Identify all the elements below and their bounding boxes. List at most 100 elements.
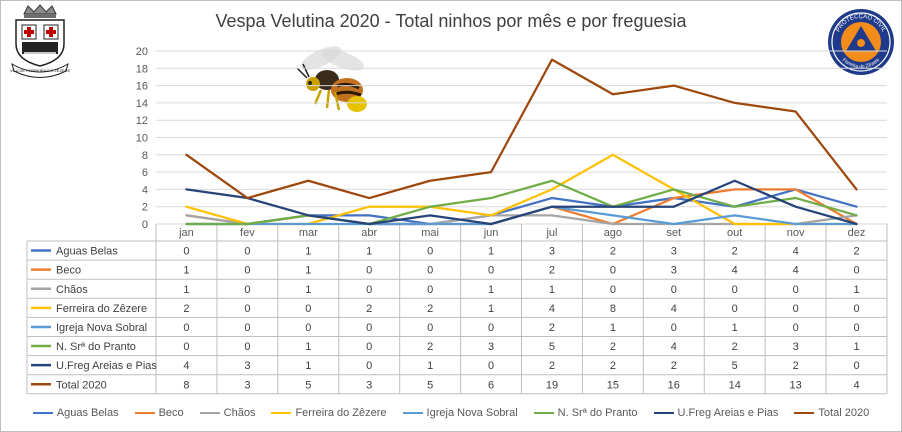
table-cell: 1 [488,303,494,315]
table-cell: 3 [366,379,372,391]
legend-item: Chãos [199,407,256,419]
table-cell: 1 [305,360,311,372]
y-tick-label: 10 [136,133,148,145]
table-row-label: N. Srª do Pranto [56,341,136,353]
table-cell: 0 [366,322,372,334]
series-line-ch-os [185,214,858,226]
table-row-label: Aguas Belas [56,246,118,258]
x-tick-label: abr [361,227,377,239]
y-tick-label: 4 [142,184,148,196]
legend-label: Chãos [223,407,256,419]
y-tick-label: 6 [142,167,148,179]
table-cell: 0 [853,322,859,334]
series-line-u-freg-areias-e-pias [185,179,858,226]
y-tick-label: 0 [142,219,148,231]
table-cell: 1 [732,322,738,334]
svg-text:VILA DE FERREIRA DO ZÊZERE: VILA DE FERREIRA DO ZÊZERE [10,68,71,73]
table-cell: 4 [853,379,859,391]
x-tick-label: dez [848,227,866,239]
series-line-total-2020 [185,58,858,200]
table-cell: 0 [793,322,799,334]
legend-key [271,412,292,414]
table-cell: 1 [853,341,859,353]
table-cell: 0 [793,284,799,296]
table-cell: 3 [488,341,494,353]
table-cell: 1 [610,322,616,334]
table-cell: 2 [610,360,616,372]
y-tick-label: 14 [136,98,148,110]
table-cell: 0 [366,265,372,277]
table-cell: 4 [549,303,555,315]
table-cell: 0 [244,341,250,353]
table-cell: 0 [853,303,859,315]
table-cell: 0 [610,265,616,277]
x-tick-label: set [666,227,681,239]
table-cell: 0 [244,303,250,315]
x-tick-label: mai [421,227,439,239]
legend-label: Aguas Belas [56,407,119,419]
table-cell: 0 [427,322,433,334]
table-cell: 1 [305,246,311,258]
table-cell: 5 [549,341,555,353]
table-cell: 0 [244,322,250,334]
x-tick-label: jan [178,227,194,239]
table-cell: 3 [549,246,555,258]
legend-key [134,412,155,414]
table-cell: 1 [305,265,311,277]
table-row-label: Igreja Nova Sobral [56,322,147,334]
legend-item: Ferreira do Zêzere [271,407,387,419]
table-cell: 2 [853,246,859,258]
table-cell: 3 [244,360,250,372]
table-cell: 0 [671,322,677,334]
table-cell: 3 [671,246,677,258]
table-cell: 0 [305,322,311,334]
table-cell: 0 [427,284,433,296]
table-cell: 1 [183,265,189,277]
table-cell: 0 [305,303,311,315]
table-cell: 5 [732,360,738,372]
table-cell: 0 [183,341,189,353]
table-cell: 0 [366,360,372,372]
table-cell: 2 [732,246,738,258]
y-tick-label: 2 [142,202,148,214]
table-cell: 4 [793,246,799,258]
table-cell: 0 [793,303,799,315]
table-cell: 0 [671,284,677,296]
data-table: jan fev mar abr mai jun jul ago set out nov dez Agua… [26,224,888,395]
legend-label: U.Freg Areias e Pias [677,407,779,419]
table-cell: 0 [366,341,372,353]
table-cell: 8 [183,379,189,391]
x-tick-label: jul [545,227,557,239]
table-cell: 14 [729,379,741,391]
legend-label: Beco [158,407,184,419]
table-cell: 6 [488,379,494,391]
table-cell: 0 [488,265,494,277]
table-cell: 5 [427,379,433,391]
table-cell: 1 [488,284,494,296]
legend-label: Ferreira do Zêzere [295,407,387,419]
legend-item: U.Freg Areias e Pias [653,407,779,419]
table-cell: 0 [732,303,738,315]
legend-label: Igreja Nova Sobral [426,407,518,419]
series-lines [185,58,858,226]
table-cell: 4 [732,265,738,277]
table-cell: 2 [427,303,433,315]
table-cell: 0 [427,265,433,277]
y-tick-label: 16 [136,81,148,93]
table-row-label: Total 2020 [56,379,107,391]
table-cell: 2 [549,265,555,277]
table-row-label: Chãos [56,284,88,296]
legend-key [402,412,423,414]
table-cell: 0 [610,284,616,296]
table-cell: 4 [793,265,799,277]
table-cell: 0 [244,284,250,296]
table-cell: 3 [671,265,677,277]
table-cell: 2 [610,246,616,258]
legend-key [653,412,674,414]
table-cell: 0 [732,284,738,296]
table-cell: 2 [549,360,555,372]
table-cell: 1 [488,246,494,258]
table-cell: 3 [244,379,250,391]
legend-item: Total 2020 [794,407,869,419]
